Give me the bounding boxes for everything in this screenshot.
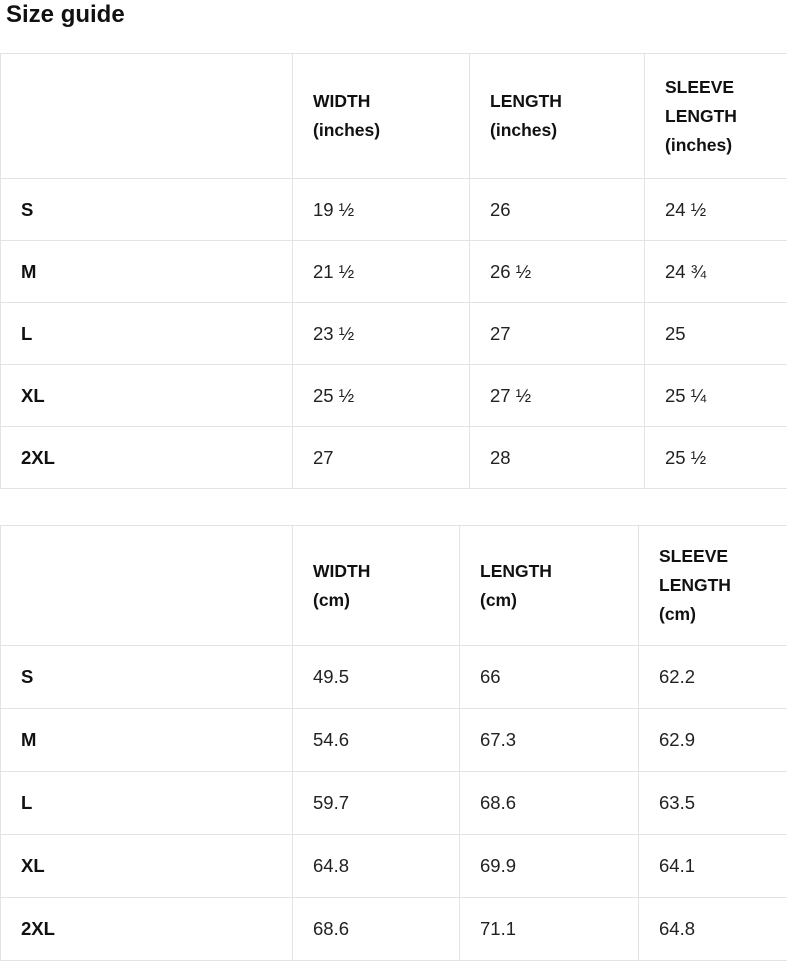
measurement-value: 23 ½ — [293, 303, 470, 365]
size-label: S — [1, 646, 293, 709]
measurement-value: 71.1 — [460, 898, 639, 961]
measurement-value: 24 ½ — [645, 179, 787, 241]
header-row: WIDTH (cm) LENGTH (cm) SLEEVE LENGTH (cm… — [1, 526, 787, 646]
measurement-value: 27 — [470, 303, 645, 365]
table-row-m: M 21 ½ 26 ½ 24 ¾ — [1, 241, 787, 303]
header-row: WIDTH (inches) LENGTH (inches) SLEEVE LE… — [1, 54, 787, 179]
column-header-length-inches: LENGTH (inches) — [470, 54, 645, 179]
size-label: XL — [1, 365, 293, 427]
size-label: S — [1, 179, 293, 241]
measurement-value: 63.5 — [639, 772, 787, 835]
corner-cell — [1, 526, 293, 646]
corner-cell — [1, 54, 293, 179]
measurement-value: 66 — [460, 646, 639, 709]
measurement-value: 64.1 — [639, 835, 787, 898]
measurement-value: 62.2 — [639, 646, 787, 709]
measurement-value: 21 ½ — [293, 241, 470, 303]
size-table-cm-header: WIDTH (cm) LENGTH (cm) SLEEVE LENGTH (cm… — [1, 526, 787, 646]
column-header-width-inches: WIDTH (inches) — [293, 54, 470, 179]
column-header-sleeve-length-inches: SLEEVE LENGTH (inches) — [645, 54, 787, 179]
measurement-value: 25 — [645, 303, 787, 365]
size-label: 2XL — [1, 898, 293, 961]
table-row-xl: XL 25 ½ 27 ½ 25 ¼ — [1, 365, 787, 427]
size-label: XL — [1, 835, 293, 898]
table-row-l: L 59.7 68.6 63.5 — [1, 772, 787, 835]
size-table-cm: WIDTH (cm) LENGTH (cm) SLEEVE LENGTH (cm… — [0, 525, 787, 961]
size-label: M — [1, 709, 293, 772]
measurement-value: 26 ½ — [470, 241, 645, 303]
measurement-value: 26 — [470, 179, 645, 241]
measurement-value: 64.8 — [639, 898, 787, 961]
measurement-value: 19 ½ — [293, 179, 470, 241]
column-header-length-cm: LENGTH (cm) — [460, 526, 639, 646]
measurement-value: 68.6 — [460, 772, 639, 835]
table-row-m: M 54.6 67.3 62.9 — [1, 709, 787, 772]
measurement-value: 27 ½ — [470, 365, 645, 427]
measurement-value: 25 ¼ — [645, 365, 787, 427]
measurement-value: 49.5 — [293, 646, 460, 709]
measurement-value: 64.8 — [293, 835, 460, 898]
measurement-value: 25 ½ — [645, 427, 787, 489]
size-label: M — [1, 241, 293, 303]
measurement-value: 24 ¾ — [645, 241, 787, 303]
size-label: L — [1, 303, 293, 365]
measurement-value: 28 — [470, 427, 645, 489]
measurement-value: 69.9 — [460, 835, 639, 898]
size-label: 2XL — [1, 427, 293, 489]
table-row-s: S 49.5 66 62.2 — [1, 646, 787, 709]
table-row-xl: XL 64.8 69.9 64.1 — [1, 835, 787, 898]
column-header-sleeve-length-cm: SLEEVE LENGTH (cm) — [639, 526, 787, 646]
measurement-value: 54.6 — [293, 709, 460, 772]
column-header-width-cm: WIDTH (cm) — [293, 526, 460, 646]
page-title: Size guide — [0, 0, 787, 29]
size-table-inches: WIDTH (inches) LENGTH (inches) SLEEVE LE… — [0, 53, 787, 489]
measurement-value: 27 — [293, 427, 470, 489]
table-row-l: L 23 ½ 27 25 — [1, 303, 787, 365]
measurement-value: 67.3 — [460, 709, 639, 772]
measurement-value: 25 ½ — [293, 365, 470, 427]
table-row-s: S 19 ½ 26 24 ½ — [1, 179, 787, 241]
table-row-2xl: 2XL 27 28 25 ½ — [1, 427, 787, 489]
size-table-inches-header: WIDTH (inches) LENGTH (inches) SLEEVE LE… — [1, 54, 787, 179]
measurement-value: 62.9 — [639, 709, 787, 772]
measurement-value: 59.7 — [293, 772, 460, 835]
measurement-value: 68.6 — [293, 898, 460, 961]
table-row-2xl: 2XL 68.6 71.1 64.8 — [1, 898, 787, 961]
size-label: L — [1, 772, 293, 835]
